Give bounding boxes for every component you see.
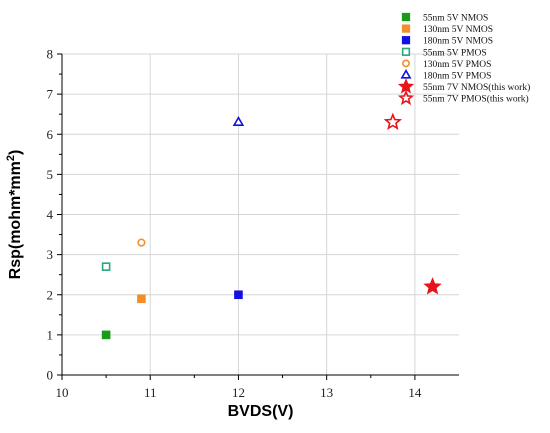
y-tick-label: 0 bbox=[47, 368, 54, 383]
x-tick-label: 12 bbox=[232, 385, 245, 400]
data-point-1 bbox=[137, 294, 146, 304]
x-tick-label: 11 bbox=[144, 385, 157, 400]
legend-label-5: 180nm 5V PMOS bbox=[423, 72, 491, 82]
y-axis-title-superscript: 2 bbox=[5, 155, 17, 161]
data-point-0 bbox=[101, 330, 111, 340]
legend-marker-0 bbox=[401, 12, 411, 22]
data-point-3 bbox=[101, 262, 111, 271]
legend-label-3: 55nm 5V PMOS bbox=[423, 48, 487, 58]
legend-marker-3 bbox=[401, 47, 411, 56]
legend-label-4: 130nm 5V PMOS bbox=[423, 60, 491, 70]
x-tick-label: 10 bbox=[56, 385, 69, 400]
y-tick-label: 6 bbox=[47, 127, 54, 142]
y-tick-label: 1 bbox=[47, 327, 54, 342]
y-tick-label: 4 bbox=[47, 207, 54, 222]
legend-label-1: 130nm 5V NMOS bbox=[423, 25, 493, 35]
legend-marker-6 bbox=[397, 78, 415, 94]
grid bbox=[62, 53, 459, 375]
data-point-7 bbox=[383, 112, 403, 131]
legend-marker-4 bbox=[402, 59, 410, 68]
data-point-6 bbox=[423, 277, 442, 295]
legend-marker-2 bbox=[401, 36, 411, 45]
legend-marker-1 bbox=[401, 24, 411, 33]
y-axis-title-close: ) bbox=[7, 150, 24, 155]
legend-label-2: 180nm 5V NMOS bbox=[423, 37, 493, 47]
legend-label-7: 55nm 7V PMOS(this work) bbox=[423, 94, 529, 105]
x-axis-title: BVDS(V) bbox=[228, 403, 294, 420]
legend-label-6: 55nm 7V NMOS(this work) bbox=[423, 82, 530, 93]
data-point-4 bbox=[137, 238, 146, 247]
legend-marker-5 bbox=[400, 69, 412, 79]
x-tick-label: 13 bbox=[320, 385, 333, 400]
y-tick-label: 5 bbox=[47, 167, 54, 182]
y-tick-label: 2 bbox=[47, 287, 54, 302]
legend-marker-7 bbox=[397, 89, 415, 106]
y-tick-label: 3 bbox=[47, 247, 54, 262]
y-tick-label: 7 bbox=[47, 87, 54, 102]
y-axis-title-main: Rsp(mohm*mm bbox=[7, 161, 24, 279]
legend-label-0: 55nm 5V NMOS bbox=[423, 14, 488, 24]
x-tick-label: 14 bbox=[408, 385, 422, 400]
y-tick-label: 8 bbox=[47, 47, 54, 62]
data-points bbox=[101, 112, 442, 340]
data-point-5 bbox=[232, 116, 245, 127]
data-point-2 bbox=[234, 290, 243, 300]
y-axis-title: Rsp(mohm*mm2) bbox=[5, 150, 24, 280]
